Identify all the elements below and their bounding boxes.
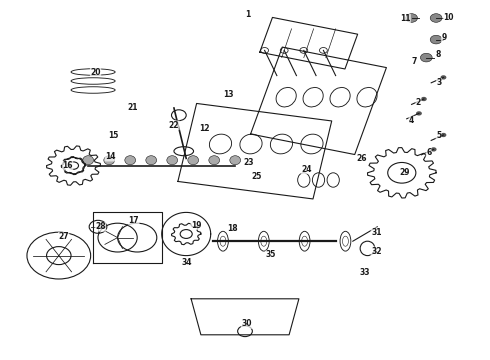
Text: 17: 17 xyxy=(128,216,139,225)
Circle shape xyxy=(431,147,437,152)
Text: 1: 1 xyxy=(245,10,250,19)
Ellipse shape xyxy=(230,156,241,165)
Text: 29: 29 xyxy=(399,168,410,177)
Text: 10: 10 xyxy=(443,13,454,22)
Text: 11: 11 xyxy=(400,14,411,23)
Text: 19: 19 xyxy=(191,220,201,230)
Text: 9: 9 xyxy=(441,33,446,42)
Text: 25: 25 xyxy=(251,172,262,181)
Text: 30: 30 xyxy=(241,320,252,328)
Ellipse shape xyxy=(209,156,220,165)
Ellipse shape xyxy=(83,156,94,165)
Text: 14: 14 xyxy=(105,152,116,161)
Text: 16: 16 xyxy=(62,161,73,170)
Text: 27: 27 xyxy=(58,233,69,242)
Text: 15: 15 xyxy=(108,131,119,140)
Text: 18: 18 xyxy=(227,224,238,233)
Text: 21: 21 xyxy=(127,103,138,112)
Ellipse shape xyxy=(125,156,136,165)
Text: 32: 32 xyxy=(371,247,382,256)
Text: 12: 12 xyxy=(199,125,210,134)
Circle shape xyxy=(441,75,446,80)
Text: 5: 5 xyxy=(436,131,441,140)
Text: 28: 28 xyxy=(95,222,106,231)
Ellipse shape xyxy=(188,156,198,165)
Circle shape xyxy=(406,14,417,22)
Circle shape xyxy=(430,14,442,22)
Text: 22: 22 xyxy=(169,121,179,130)
Text: 20: 20 xyxy=(90,68,101,77)
Text: 34: 34 xyxy=(182,258,193,266)
Text: 26: 26 xyxy=(356,154,367,163)
Circle shape xyxy=(420,53,432,62)
Text: 4: 4 xyxy=(409,116,414,125)
Text: 6: 6 xyxy=(426,148,431,157)
Text: 35: 35 xyxy=(266,251,276,259)
Text: 7: 7 xyxy=(412,57,416,66)
Ellipse shape xyxy=(146,156,157,165)
Circle shape xyxy=(441,133,446,137)
Text: 3: 3 xyxy=(437,78,441,87)
Ellipse shape xyxy=(167,156,177,165)
Text: 31: 31 xyxy=(371,228,382,237)
Ellipse shape xyxy=(104,156,115,165)
Circle shape xyxy=(421,97,427,101)
Text: 33: 33 xyxy=(360,269,370,277)
Text: 8: 8 xyxy=(436,50,441,59)
Text: 23: 23 xyxy=(243,158,254,167)
Text: 2: 2 xyxy=(416,98,421,107)
Circle shape xyxy=(416,111,422,116)
Text: 13: 13 xyxy=(223,90,234,99)
Text: 24: 24 xyxy=(301,165,312,174)
Circle shape xyxy=(430,35,442,44)
